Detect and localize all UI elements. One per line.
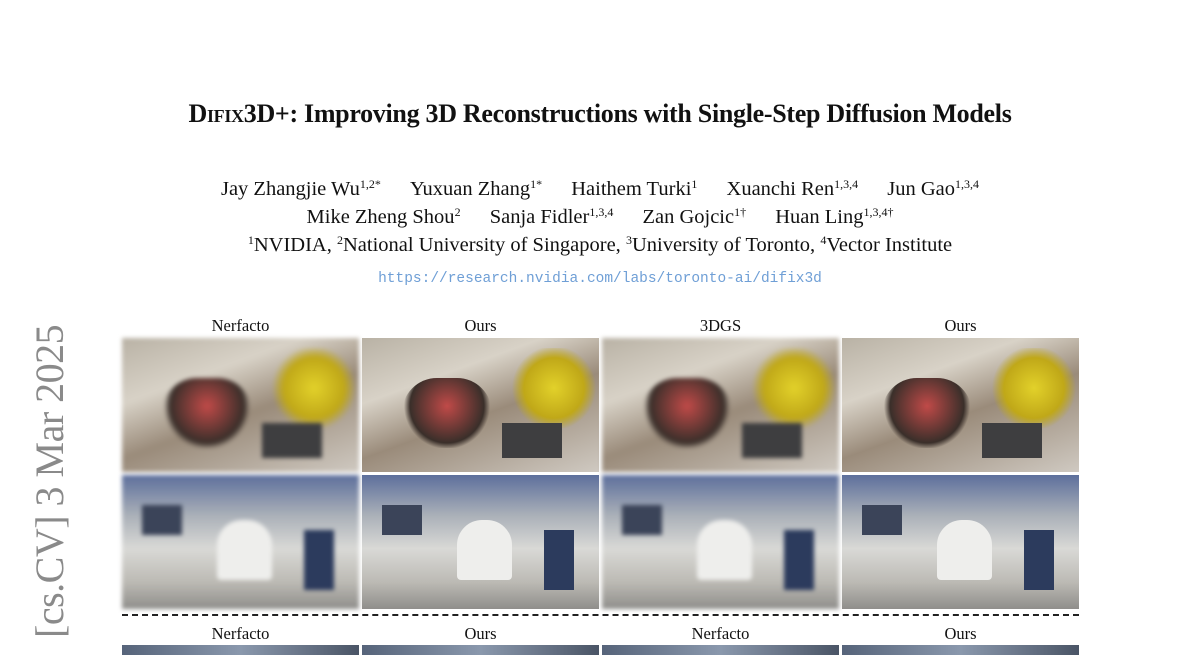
- author: Jay Zhangjie Wu1,2*: [220, 177, 381, 200]
- figure-image-building-3dgs: [602, 475, 839, 609]
- column-label: Nerfacto: [211, 624, 270, 643]
- project-url-link[interactable]: https://research.nvidia.com/labs/toronto…: [378, 271, 822, 287]
- figure-image-cars-ours: [362, 338, 599, 472]
- author: Yuxuan Zhang1*: [409, 177, 543, 200]
- column-label: Ours: [464, 316, 497, 335]
- authors-line-2: Mike Zheng Shou2 Sanja Fidler1,3,4 Zan G…: [0, 206, 1200, 229]
- arxiv-stamp: [cs.CV] 3 Mar 2025: [27, 324, 72, 638]
- figure-image-cars-nerfacto: [122, 338, 359, 472]
- column-label: Nerfacto: [691, 624, 750, 643]
- column-label: Ours: [944, 316, 977, 335]
- figure-image-building-ours: [842, 475, 1079, 609]
- figure-image-partial: [842, 645, 1079, 655]
- figure-image-partial: [122, 645, 359, 655]
- figure-image-cars-ours: [842, 338, 1079, 472]
- figure-image-cars-3dgs: [602, 338, 839, 472]
- figure-image-partial: [602, 645, 839, 655]
- column-label: Nerfacto: [211, 316, 270, 335]
- author: Zan Gojcic1†: [642, 205, 747, 228]
- affiliations: 1NVIDIA, 2National University of Singapo…: [247, 233, 953, 256]
- title-text: 3D+: Improving 3D Reconstructions with S…: [243, 99, 1012, 128]
- figure-image-partial: [362, 645, 599, 655]
- title-smallcaps: Difix: [188, 99, 244, 128]
- author: Xuanchi Ren1,3,4: [726, 177, 859, 200]
- figure-image-building-ours: [362, 475, 599, 609]
- author: Jun Gao1,3,4: [887, 177, 980, 200]
- figure-image-building-nerfacto: [122, 475, 359, 609]
- column-label: Ours: [944, 624, 977, 643]
- paper-title: Difix3D+: Improving 3D Reconstructions w…: [0, 99, 1200, 129]
- author: Huan Ling1,3,4†: [775, 205, 894, 228]
- author: Mike Zheng Shou2: [306, 205, 461, 228]
- author: Haithem Turki1: [571, 177, 698, 200]
- figure-divider: [122, 614, 1079, 616]
- author: Sanja Fidler1,3,4: [489, 205, 614, 228]
- column-label: 3DGS: [699, 316, 742, 335]
- column-label: Ours: [464, 624, 497, 643]
- authors-line-1: Jay Zhangjie Wu1,2* Yuxuan Zhang1* Haith…: [0, 178, 1200, 201]
